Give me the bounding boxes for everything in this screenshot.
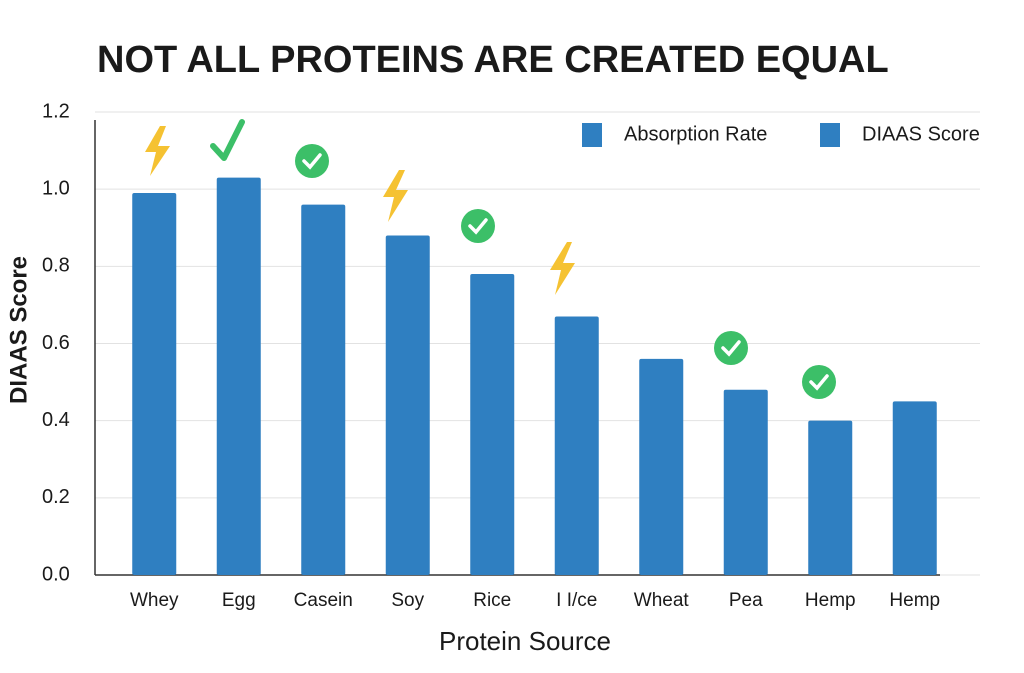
y-tick-label: 0.2 [42, 486, 70, 508]
x-tick-label: Hemp [889, 590, 940, 611]
bar [554, 316, 599, 575]
x-axis-label: Protein Source [439, 626, 611, 656]
x-tick-label: Hemp [805, 590, 856, 611]
bar [301, 204, 346, 575]
y-axis-label: DIAAS Score [5, 256, 32, 404]
bar [385, 235, 430, 575]
x-tick-label: Pea [729, 590, 763, 611]
x-tick-label: Soy [391, 590, 424, 611]
bar [216, 177, 261, 575]
legend-label: DIAAS Score [862, 123, 980, 145]
plot: 0.0 0.2 0.4 0.6 0.8 1.0 1.2 Whey Egg Casein Soy Ric… [42, 100, 980, 611]
x-tick-label: Rice [473, 590, 511, 611]
bar [470, 274, 515, 575]
icons [145, 119, 836, 399]
bar [808, 420, 853, 575]
y-tick-label: 0.8 [42, 255, 70, 277]
legend-swatch [820, 123, 840, 147]
bar [132, 193, 177, 575]
chart-title: NOT ALL PROTEINS ARE CREATED EQUAL [97, 39, 889, 81]
y-tick-label: 1.0 [42, 177, 70, 199]
y-tick-label: 1.2 [42, 100, 70, 122]
x-tick-label: Egg [222, 590, 256, 611]
check-circle-icon [714, 331, 748, 365]
bar [639, 358, 684, 575]
check-icon [210, 119, 245, 161]
x-tick-label: Casein [294, 590, 353, 611]
bolt-icon [383, 170, 408, 222]
y-tick-label: 0.4 [42, 409, 70, 431]
y-tick-label: 0.6 [42, 332, 70, 354]
bolt-icon [550, 242, 575, 295]
y-tick-label: 0.0 [42, 563, 70, 585]
x-tick-label: Wheat [634, 590, 690, 611]
check-circle-icon [461, 209, 495, 243]
x-tick-label: I I/ce [556, 590, 597, 611]
check-circle-icon [802, 365, 836, 399]
bolt-icon [145, 126, 170, 176]
check-circle-icon [295, 144, 329, 178]
x-tick-label: Whey [130, 590, 179, 611]
bar [723, 389, 768, 575]
bar [892, 401, 937, 575]
legend-swatch [582, 123, 602, 147]
legend-label: Absorption Rate [624, 123, 767, 145]
